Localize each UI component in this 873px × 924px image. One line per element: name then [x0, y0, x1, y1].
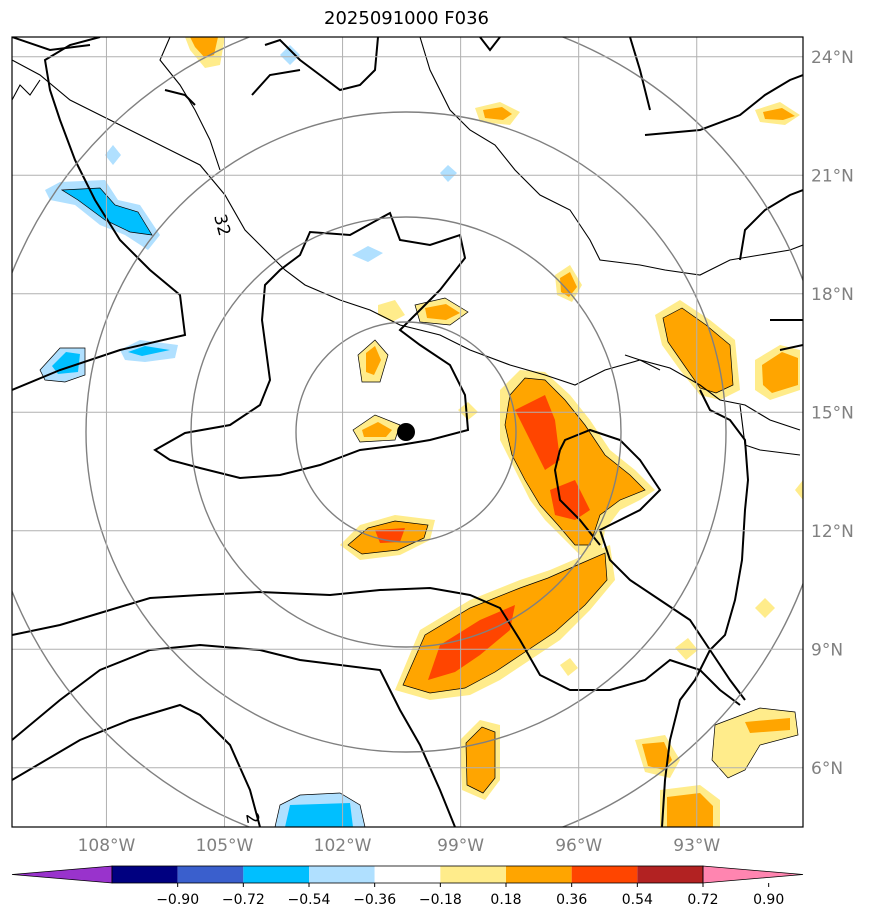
longitude-tick-label: 96°W	[555, 836, 602, 856]
range-rings	[12, 37, 803, 827]
storm-center-marker	[397, 423, 415, 441]
colorbar-tick-label: −0.54	[288, 892, 331, 908]
colorbar-segment	[571, 866, 638, 883]
map-frame	[11, 36, 804, 828]
colorbar-segment	[243, 866, 309, 883]
map-title: 2025091000 F036	[324, 8, 489, 29]
height-contours	[12, 37, 803, 827]
latitude-labels: 24°N 21°N 18°N 15°N 12°N 9°N 6°N	[811, 48, 854, 779]
latitude-tick-label: 9°N	[811, 640, 843, 660]
longitude-tick-label: 102°W	[314, 836, 372, 856]
range-ring	[85, 111, 727, 753]
colorbar-tick-label: −0.72	[222, 892, 265, 908]
colorbar-tick-label: 0.90	[753, 892, 784, 908]
colorbar-tick-label: −0.90	[156, 892, 199, 908]
graticule	[12, 37, 803, 827]
latitude-tick-label: 24°N	[811, 48, 854, 68]
longitude-labels: 108°W 105°W 102°W 99°W 96°W 93°W	[78, 836, 721, 856]
colorbar-tick-label: 0.54	[622, 892, 653, 908]
latitude-tick-label: 12°N	[811, 522, 854, 542]
longitude-tick-label: 99°W	[437, 836, 484, 856]
latitude-tick-label: 18°N	[811, 285, 854, 305]
range-ring	[190, 216, 622, 648]
colorbar-tick-label: −0.36	[353, 892, 396, 908]
longitude-tick-label: 93°W	[673, 836, 720, 856]
colorbar-segment	[637, 866, 703, 883]
colorbar-tick-label: 0.18	[490, 892, 521, 908]
colorbar-extend-low	[11, 865, 113, 884]
colorbar-tick-label: 0.72	[687, 892, 718, 908]
colorbar-tick-label: −0.18	[419, 892, 462, 908]
colorbar-segment	[309, 866, 375, 883]
latitude-tick-label: 6°N	[811, 759, 843, 779]
longitude-tick-label: 108°W	[78, 836, 136, 856]
colorbar: −0.90 −0.72 −0.54 −0.36 −0.18 0.18 0.36 0.54 0.7…	[11, 865, 804, 908]
colorbar-segment	[506, 866, 572, 883]
longitude-tick-label: 105°W	[196, 836, 254, 856]
colorbar-segment	[440, 866, 506, 883]
contour-label: 2	[241, 811, 263, 825]
colorbar-extend-high	[702, 865, 804, 884]
colorbar-segment	[112, 866, 178, 883]
latitude-tick-label: 21°N	[811, 166, 854, 186]
range-ring	[295, 321, 517, 543]
colorbar-segment	[374, 866, 441, 883]
latitude-tick-label: 15°N	[811, 403, 854, 423]
colorbar-tick-label: 0.36	[556, 892, 587, 908]
colorbar-segment	[177, 866, 244, 883]
colorbar-frame	[111, 865, 704, 884]
